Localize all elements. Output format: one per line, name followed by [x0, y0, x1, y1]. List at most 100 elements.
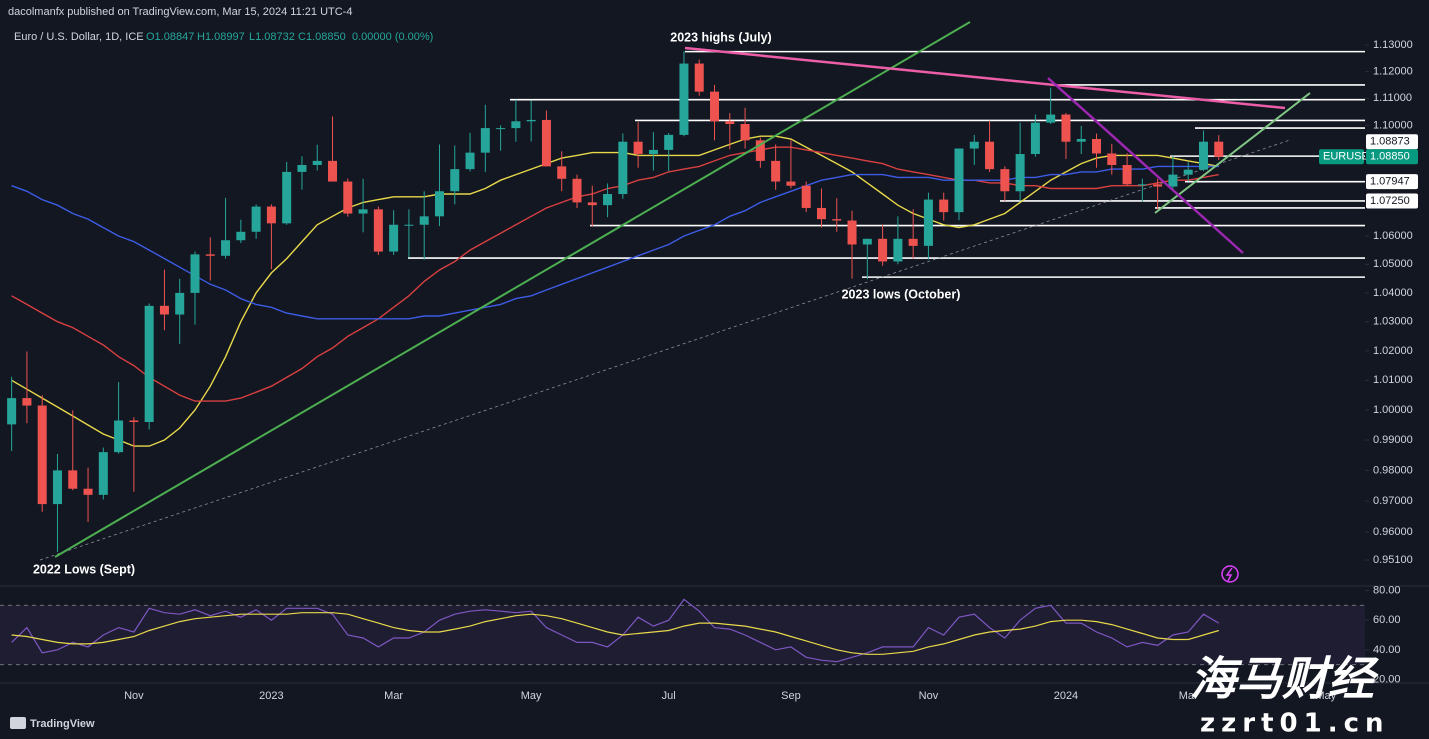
candle-body: [1061, 114, 1071, 142]
candle-body: [725, 121, 735, 125]
ohlc-open: O1.08847: [146, 31, 194, 43]
x-tick-label: Jul: [662, 690, 676, 702]
candle-body: [603, 194, 613, 206]
x-tick-label: Sep: [781, 690, 801, 702]
y-tick-label: 0.96000: [1373, 526, 1413, 538]
dashed-trendline: [39, 139, 1291, 561]
candle-body: [1122, 165, 1132, 185]
candle-body: [878, 238, 888, 262]
y-tick-label: 1.05000: [1373, 258, 1413, 270]
last-price-label: 1.08850: [1370, 151, 1410, 163]
y-tick-label: 1.06000: [1373, 230, 1413, 242]
candle-body: [740, 124, 750, 141]
brand-logo: [10, 717, 26, 729]
candle-body: [862, 238, 872, 245]
annotation: 2023 highs (July): [670, 30, 771, 44]
candle-body: [1107, 153, 1117, 166]
candle-body: [923, 199, 933, 246]
rsi-pane: [11, 598, 1220, 663]
candle-body: [1000, 169, 1010, 192]
rsi-line: [11, 598, 1220, 663]
candle-body: [526, 119, 536, 122]
candle-body: [572, 178, 582, 203]
candle-body: [52, 470, 62, 505]
candle-body: [755, 140, 765, 161]
candle-body: [694, 63, 704, 92]
y-tick-label: 1.03000: [1373, 316, 1413, 328]
candle-body: [1198, 141, 1208, 170]
rsi-background: [0, 604, 1365, 666]
candle-body: [236, 231, 246, 241]
chart-title: Euro / U.S. Dollar, 1D, ICE: [14, 31, 144, 43]
candle-body: [1214, 141, 1224, 157]
candle-body: [541, 119, 551, 167]
candle-body: [908, 238, 918, 246]
candle-body: [618, 141, 628, 195]
candles: [7, 51, 1224, 552]
candle-body: [114, 420, 124, 453]
level-label-box: [1366, 193, 1418, 209]
level-label-box: [1366, 174, 1418, 190]
candle-body: [22, 398, 32, 406]
green-trendline: [54, 21, 971, 558]
candle-body: [83, 488, 93, 495]
green-channel: [1154, 92, 1311, 214]
y-tick-label: 1.00000: [1373, 404, 1413, 416]
candle-body: [282, 171, 292, 224]
candle-body: [465, 152, 475, 170]
y-tick-label: 1.04000: [1373, 287, 1413, 299]
candle-body: [801, 185, 811, 208]
candle-body: [648, 149, 658, 155]
candle-body: [1153, 184, 1163, 187]
ohlc-low: L1.08732: [249, 31, 295, 43]
candle-body: [679, 63, 689, 135]
candle-body: [816, 207, 826, 220]
y-tick-label: 1.10000: [1373, 119, 1413, 131]
x-tick-label: Mar: [1179, 690, 1198, 702]
candle-body: [389, 224, 399, 252]
alert-icon[interactable]: [1221, 565, 1239, 583]
level-label: 1.08873: [1370, 136, 1410, 148]
candle-body: [1137, 184, 1147, 186]
rsi-tick-label: 80.00: [1373, 584, 1401, 596]
x-tick-label: 2024: [1054, 690, 1078, 702]
candle-body: [664, 134, 674, 150]
candle-body: [144, 305, 154, 423]
candle-body: [954, 148, 964, 213]
candle-body: [832, 219, 842, 221]
candle-body: [129, 420, 139, 423]
candle-body: [373, 209, 383, 252]
level-label: 1.07947: [1370, 176, 1410, 188]
axes: 1.13000 1.12000 1.11000 1.10000 1.06000 1.050…: [124, 39, 1418, 702]
candle-body: [1046, 114, 1056, 123]
brand: TradingView: [30, 718, 95, 730]
candle-body: [190, 254, 200, 293]
candle-body: [893, 238, 903, 262]
candle-body: [511, 121, 521, 129]
candle-body: [37, 405, 47, 505]
pink-trendline: [684, 46, 1286, 110]
y-tick-label: 1.01000: [1373, 374, 1413, 386]
candle-body: [343, 181, 353, 214]
candle-body: [328, 160, 338, 182]
symbol-box: [1319, 149, 1364, 165]
drawings: [54, 21, 1311, 583]
candle-body: [1030, 122, 1040, 155]
candle-body: [847, 220, 857, 245]
candle-body: [985, 141, 995, 170]
candle-body: [175, 292, 185, 315]
annotation: 2023 lows (October): [842, 287, 961, 301]
watermark: zzrt01.cn: [1200, 709, 1390, 739]
candle-body: [450, 169, 460, 192]
x-tick-label: Nov: [124, 690, 144, 702]
candle-body: [771, 160, 781, 182]
y-tick-label: 0.97000: [1373, 495, 1413, 507]
x-tick-label: May: [521, 690, 542, 702]
y-tick-label: 1.02000: [1373, 345, 1413, 357]
candle-body: [205, 254, 215, 256]
candle-body: [1183, 169, 1193, 175]
candle-body: [710, 91, 720, 122]
y-tick-label: 1.13000: [1373, 39, 1413, 51]
candle-body: [159, 305, 169, 315]
